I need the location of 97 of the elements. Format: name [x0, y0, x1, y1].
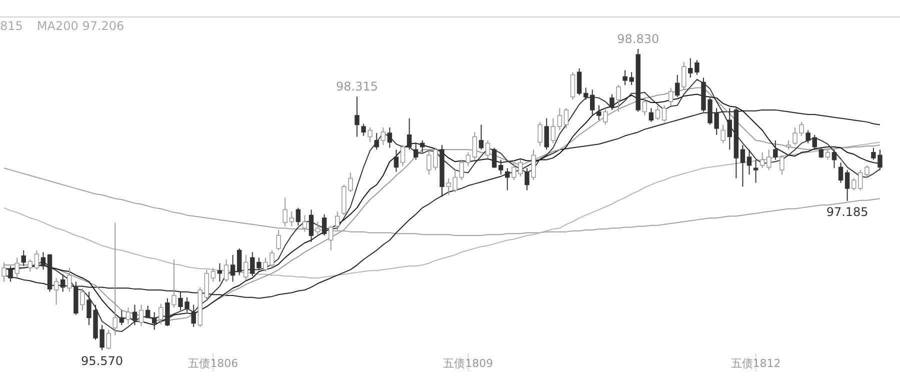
candlestick — [740, 144, 746, 188]
candlestick — [806, 130, 810, 144]
candlestick — [727, 108, 732, 150]
candlestick — [773, 140, 778, 160]
candlestick — [786, 140, 791, 150]
candlestick — [282, 197, 288, 227]
candlestick — [485, 140, 490, 158]
candlestick — [374, 132, 379, 150]
candlestick — [387, 126, 392, 148]
candlestick — [596, 104, 602, 121]
candlestick — [746, 149, 752, 176]
candlestick — [308, 209, 314, 242]
candlestick — [766, 149, 772, 170]
candlestick — [720, 124, 726, 144]
candlestick — [825, 149, 830, 160]
candlestick — [812, 134, 817, 150]
candlestick — [172, 259, 176, 308]
candlestick — [498, 159, 504, 176]
candlestick — [832, 149, 837, 169]
candlestick — [838, 162, 844, 184]
x-tick-label: 五债1809 — [443, 357, 494, 370]
candlestick — [34, 250, 40, 270]
candlestick — [603, 108, 608, 126]
candlestick — [818, 147, 824, 158]
candlestick — [165, 298, 170, 326]
candlestick — [478, 124, 484, 150]
annotation: 97.185 — [826, 204, 868, 219]
candlestick — [524, 168, 530, 191]
candlestick — [590, 89, 595, 116]
candlestick — [557, 108, 562, 131]
candlestick — [289, 211, 294, 227]
candlestick — [780, 154, 784, 176]
text: 815 — [0, 19, 23, 33]
candlestick — [583, 87, 588, 100]
candlestick — [230, 254, 236, 282]
candlestick — [576, 68, 582, 96]
text: MA200 97.206 — [36, 19, 124, 33]
candlestick — [753, 159, 758, 184]
candlestick — [236, 248, 242, 276]
candlestick — [472, 132, 478, 160]
annotation: 95.570 — [81, 354, 124, 368]
candlestick — [864, 164, 870, 179]
candlestick — [28, 259, 33, 272]
candlestick — [145, 305, 150, 318]
annotation: 98.830 — [617, 32, 660, 46]
candlestick — [655, 104, 660, 121]
candlestick — [610, 94, 614, 110]
annotation: 98.315 — [336, 80, 378, 94]
candlestick — [296, 207, 301, 226]
candlestick — [642, 97, 648, 116]
x-tick-label: 五债1812 — [730, 357, 781, 370]
candlestick — [302, 214, 308, 232]
candlestick — [531, 149, 536, 181]
candlestick — [119, 310, 124, 326]
candlestick — [420, 140, 425, 153]
candlestick — [322, 214, 327, 236]
candlestick — [361, 123, 366, 136]
candlestick — [132, 304, 138, 326]
candlestick — [538, 121, 542, 146]
candlestick — [544, 118, 549, 150]
candlestick — [217, 262, 222, 282]
candlestick — [80, 288, 85, 311]
candlestick — [564, 108, 569, 129]
candlestick — [844, 169, 850, 202]
candlestick — [244, 254, 248, 280]
candlestick — [662, 104, 667, 122]
candlestick — [492, 147, 497, 169]
candlestick — [674, 74, 680, 98]
candlestick — [550, 118, 556, 144]
candlestick — [8, 265, 13, 282]
candlestick — [60, 274, 66, 292]
candlestick — [400, 144, 406, 167]
candlestick — [224, 259, 229, 282]
candlestick — [413, 142, 418, 160]
candlestick — [648, 108, 654, 122]
candlestick — [54, 277, 59, 306]
candlestick — [191, 304, 196, 328]
candlestick — [14, 257, 20, 278]
candlestick — [570, 72, 576, 100]
candlestick — [394, 149, 399, 172]
candlestick — [354, 96, 360, 138]
candlestick — [335, 211, 340, 230]
candlestick — [851, 178, 856, 191]
candlestick — [67, 267, 72, 292]
candlestick — [406, 118, 412, 150]
candlestick — [21, 250, 26, 266]
candlestick — [210, 267, 216, 282]
candlestick — [505, 168, 510, 191]
candlestick — [760, 152, 765, 169]
candlestick — [106, 329, 111, 350]
candlestick — [459, 159, 464, 181]
x-tick-label: 五债1806 — [188, 357, 238, 370]
candlestick — [368, 126, 372, 143]
candlestick — [380, 126, 386, 146]
candlestick — [40, 252, 46, 270]
candlestick — [466, 152, 471, 167]
candlestick — [858, 169, 863, 191]
